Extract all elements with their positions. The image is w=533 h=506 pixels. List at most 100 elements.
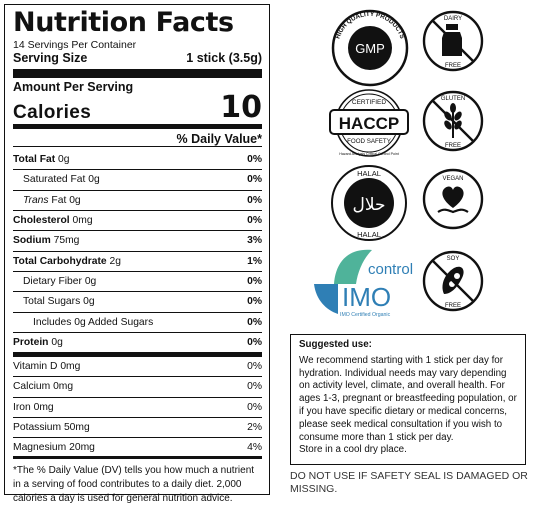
nutrient-dv: 0%: [247, 337, 262, 349]
nutrient-label: Total Sugars: [23, 296, 81, 308]
nutrient-label-suffix: Fat: [48, 194, 67, 206]
nutrient-dv: 0%: [247, 381, 262, 393]
nutrient-row-magnesium: Magnesium 20mg 4%: [13, 438, 262, 459]
vegan-top-text: VEGAN: [442, 176, 463, 182]
serving-size-value: 1 stick (3.5g): [186, 51, 262, 65]
nutrient-row-vitamin-d: Vitamin D 0mg 0%: [13, 357, 262, 378]
nutrient-label: Magnesium: [13, 442, 67, 454]
nutrient-amount: 2g: [109, 255, 121, 267]
nutrient-row-total-carbohydrate: Total Carbohydrate 2g 1%: [13, 252, 262, 273]
nutrient-dv: 0%: [247, 361, 262, 373]
nutrient-amount: 75mg: [53, 235, 80, 247]
nutrient-label: Protein: [13, 337, 49, 349]
nutrient-dv: 3%: [247, 235, 262, 247]
serving-size-label: Serving Size: [13, 51, 88, 65]
nutrient-row-total-sugars: Total Sugars 0g 0%: [13, 292, 262, 313]
nutrient-row-saturated-fat: Saturated Fat 0g 0%: [13, 170, 262, 191]
vegan-heart-icon: VEGAN: [422, 168, 484, 230]
imo-logo-icon: control IMO IMO Certified Organic: [312, 244, 422, 318]
daily-value-header: % Daily Value*: [13, 129, 262, 147]
nutrient-label: Trans: [23, 194, 49, 206]
nutrient-amount: 0mg: [53, 381, 74, 393]
gluten-free-icon: GLUTEN FREE: [422, 90, 484, 152]
nutrient-amount: 0g: [84, 276, 97, 288]
nutrient-dv: 1%: [247, 255, 262, 267]
servings-per-container: 14 Servings Per Container: [13, 39, 137, 51]
serving-size-row: Serving Size 1 stick (3.5g): [13, 51, 262, 78]
soy-top-text: SOY: [447, 256, 460, 262]
gmp-bottom-arc: CERTIFIED: [352, 70, 388, 82]
safety-seal-warning: DO NOT USE IF SAFETY SEAL IS DAMAGED OR …: [290, 470, 528, 495]
nutrient-label: Vitamin D: [13, 361, 58, 373]
dairy-free-icon: DAIRY FREE: [422, 10, 484, 72]
nutrient-dv: 0%: [247, 316, 262, 328]
nutrient-amount: 0g: [88, 174, 100, 186]
nutrient-label: Saturated Fat: [23, 174, 86, 186]
nutrient-dv: 2%: [247, 422, 262, 434]
suggested-use-body: We recommend starting with 1 stick per d…: [299, 354, 517, 443]
nutrient-label: Iron: [13, 401, 31, 413]
storage-instruction: Store in a cool dry place.: [299, 444, 407, 456]
calories-row: Calories 10: [13, 90, 262, 129]
dairy-top-text: DAIRY: [444, 16, 462, 22]
soy-free-icon: SOY FREE: [422, 250, 484, 312]
nutrient-row-iron: Iron 0mg 0%: [13, 398, 262, 419]
nutrient-amount: 0mg: [33, 401, 54, 413]
halal-bottom-text: HALAL: [357, 230, 381, 239]
nutrient-row-total-fat: Total Fat 0g 0%: [13, 150, 262, 171]
nutrient-dv: 0%: [247, 401, 262, 413]
dairy-bottom-text: FREE: [445, 63, 461, 69]
nutrient-dv: 0%: [247, 174, 262, 186]
calories-value: 10: [220, 90, 262, 125]
nutrient-label: Sodium: [13, 235, 51, 247]
nutrient-row-sodium: Sodium 75mg 3%: [13, 231, 262, 252]
nutrition-facts-panel: Nutrition Facts 14 Servings Per Containe…: [4, 4, 270, 504]
nutrient-row-cholesterol: Cholesterol 0mg 0%: [13, 211, 262, 232]
nutrient-amount: 0mg: [72, 215, 93, 227]
nutrient-row-trans-fat: Trans Fat 0g 0%: [13, 191, 262, 212]
nutrient-label: Dietary Fiber: [23, 276, 82, 288]
nutrient-dv: 0%: [247, 296, 262, 308]
nutrient-label: Includes 0g Added Sugars: [33, 316, 154, 328]
nutrient-row-potassium: Potassium 50mg 2%: [13, 418, 262, 439]
halal-top-text: HALAL: [357, 169, 381, 178]
nutrient-label: Potassium: [13, 422, 62, 434]
nutrient-label: Total Fat: [13, 154, 56, 165]
nutrient-row-added-sugars: Includes 0g Added Sugars 0%: [13, 313, 262, 334]
haccp-sub-text: Hazard Analysis Critical Control Point: [339, 152, 399, 156]
amount-per-serving: Amount Per Serving: [13, 80, 134, 94]
nutrient-amount: 0g: [58, 154, 70, 165]
nutrient-label: Cholesterol: [13, 215, 70, 227]
haccp-bottom-text: FOOD SAFETY: [347, 138, 391, 145]
nutrient-amount: 20mg: [69, 442, 95, 454]
suggested-use-box: Suggested use: We recommend starting wit…: [290, 334, 526, 465]
gluten-bottom-text: FREE: [445, 143, 461, 149]
nutrient-dv: 0%: [247, 276, 262, 288]
nutrient-amount: 0g: [51, 337, 63, 349]
nutrient-amount: 0g: [83, 296, 95, 308]
halal-arabic-text: حلال: [352, 195, 385, 215]
nutrition-title: Nutrition Facts: [13, 7, 234, 38]
gmp-seal-icon: HIGH QUALITY PRODUCTS GMP CERTIFIED: [326, 8, 414, 88]
nutrient-row-dietary-fiber: Dietary Fiber 0g 0%: [13, 272, 262, 293]
nutrient-dv: 0%: [247, 215, 262, 227]
haccp-center-text: HACCP: [339, 114, 399, 133]
nutrient-row-protein: Protein 0g 0%: [13, 333, 262, 358]
haccp-seal-icon: CERTIFIED HACCP FOOD SAFETY Hazard Analy…: [326, 88, 412, 158]
gluten-top-text: GLUTEN: [441, 96, 465, 102]
calories-label: Calories: [13, 102, 92, 123]
imo-letters: IMO: [342, 282, 391, 312]
soy-bottom-text: FREE: [445, 303, 461, 309]
nutrient-amount: 0mg: [60, 361, 81, 373]
nutrient-label: Calcium: [13, 381, 51, 393]
nutrient-row-calcium: Calcium 0mg 0%: [13, 377, 262, 398]
nutrient-amount: 0g: [69, 194, 81, 206]
svg-text:CERTIFIED: CERTIFIED: [352, 70, 388, 82]
gmp-center-text: GMP: [355, 41, 385, 56]
nutrient-dv: 4%: [247, 442, 262, 454]
nutrient-dv: 0%: [247, 154, 262, 165]
nutrient-amount: 50mg: [63, 422, 90, 434]
daily-value-footnote: *The % Daily Value (DV) tells you how mu…: [13, 464, 255, 504]
nutrient-dv: 0%: [247, 194, 262, 206]
halal-seal-icon: HALAL حلال HALAL: [327, 163, 411, 243]
